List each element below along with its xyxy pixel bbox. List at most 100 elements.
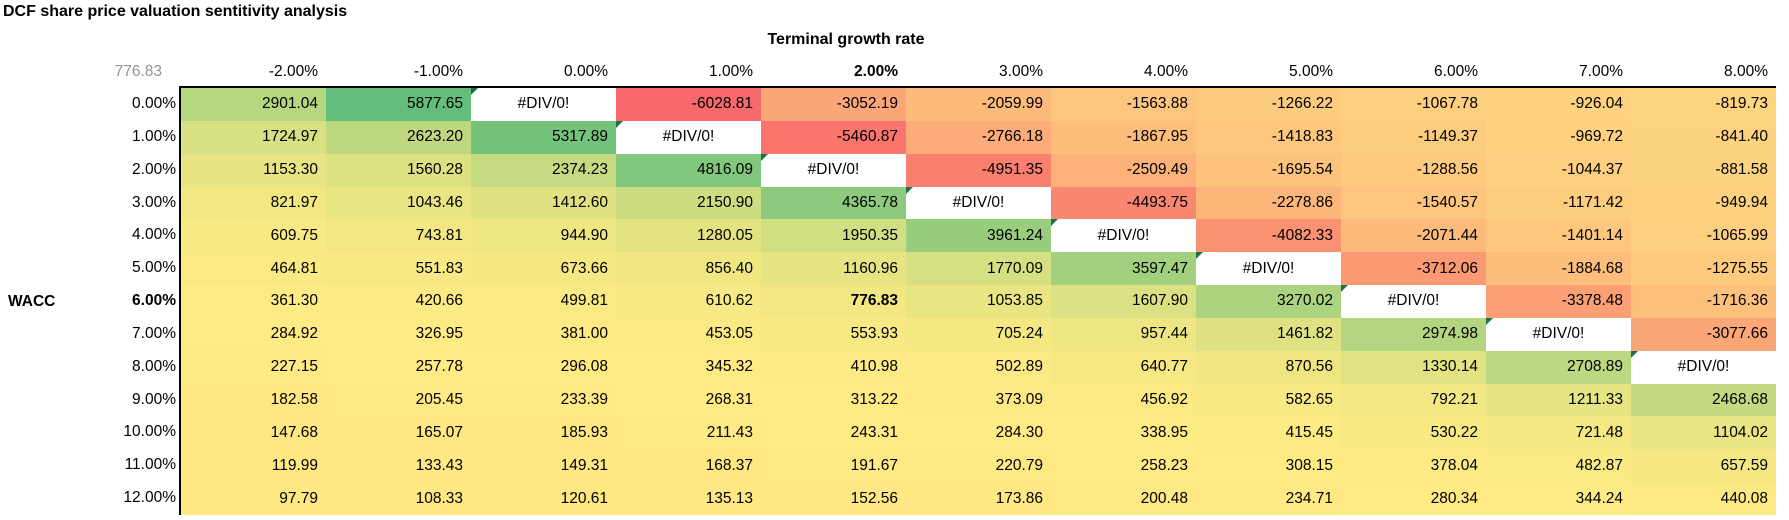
data-cell[interactable]: 415.45 [1196, 416, 1341, 450]
data-cell[interactable]: 296.08 [471, 350, 616, 384]
data-cell[interactable]: 1053.85 [906, 285, 1051, 318]
data-cell[interactable]: 1770.09 [906, 252, 1051, 286]
data-cell[interactable]: 308.15 [1196, 449, 1341, 483]
col-header-cell[interactable]: 1.00% [709, 63, 753, 80]
data-cell[interactable]: 344.24 [1486, 482, 1631, 515]
data-cell[interactable]: 1330.14 [1341, 350, 1486, 384]
row-header-cell[interactable]: 6.00% [132, 292, 176, 310]
data-cell[interactable]: 165.07 [326, 416, 471, 450]
data-cell[interactable]: 280.34 [1341, 482, 1486, 515]
data-cell[interactable]: 957.44 [1051, 317, 1196, 351]
error-cell[interactable]: #DIV/0! [1051, 219, 1196, 253]
data-cell[interactable]: 3597.47 [1051, 252, 1196, 286]
data-cell[interactable]: 97.79 [181, 482, 326, 515]
row-header-cell[interactable]: 7.00% [132, 324, 176, 342]
data-cell[interactable]: -841.40 [1631, 120, 1776, 154]
data-cell[interactable]: -4493.75 [1051, 186, 1196, 220]
data-cell[interactable]: 258.23 [1051, 449, 1196, 483]
data-cell[interactable]: 211.43 [616, 416, 761, 450]
data-cell[interactable]: 456.92 [1051, 383, 1196, 417]
data-cell[interactable]: 173.86 [906, 482, 1051, 515]
data-cell[interactable]: 870.56 [1196, 350, 1341, 384]
data-cell[interactable]: 168.37 [616, 449, 761, 483]
data-cell[interactable]: -926.04 [1486, 88, 1631, 121]
data-cell[interactable]: 284.92 [181, 317, 326, 351]
data-cell[interactable]: 551.83 [326, 252, 471, 286]
data-cell[interactable]: 120.61 [471, 482, 616, 515]
data-cell[interactable]: 776.83 [761, 285, 906, 318]
data-cell[interactable]: 721.48 [1486, 416, 1631, 450]
col-header-cell[interactable]: 2.00% [854, 63, 898, 80]
data-cell[interactable]: -1563.88 [1051, 88, 1196, 121]
col-header-cell[interactable]: 7.00% [1579, 63, 1623, 80]
col-header-cell[interactable]: 4.00% [1144, 63, 1188, 80]
data-cell[interactable]: 338.95 [1051, 416, 1196, 450]
data-cell[interactable]: 227.15 [181, 350, 326, 384]
col-header-cell[interactable]: 3.00% [999, 63, 1043, 80]
data-cell[interactable]: -949.94 [1631, 186, 1776, 220]
row-header-cell[interactable]: 9.00% [132, 390, 176, 408]
data-cell[interactable]: -4951.35 [906, 153, 1051, 187]
data-cell[interactable]: -3378.48 [1486, 285, 1631, 318]
data-cell[interactable]: 152.56 [761, 482, 906, 515]
row-header-cell[interactable]: 5.00% [132, 259, 176, 277]
data-cell[interactable]: 582.65 [1196, 383, 1341, 417]
data-cell[interactable]: 2468.68 [1631, 383, 1776, 417]
data-cell[interactable]: 119.99 [181, 449, 326, 483]
data-cell[interactable]: -1401.14 [1486, 219, 1631, 253]
data-cell[interactable]: 530.22 [1341, 416, 1486, 450]
data-cell[interactable]: -1044.37 [1486, 153, 1631, 187]
data-cell[interactable]: -969.72 [1486, 120, 1631, 154]
data-cell[interactable]: 743.81 [326, 219, 471, 253]
data-cell[interactable]: 1560.28 [326, 153, 471, 187]
data-cell[interactable]: 1607.90 [1051, 285, 1196, 318]
data-cell[interactable]: 1461.82 [1196, 317, 1341, 351]
data-cell[interactable]: 420.66 [326, 285, 471, 318]
data-cell[interactable]: 191.67 [761, 449, 906, 483]
col-header-cell[interactable]: -1.00% [413, 63, 463, 80]
data-cell[interactable]: -1867.95 [1051, 120, 1196, 154]
data-cell[interactable]: 1104.02 [1631, 416, 1776, 450]
data-cell[interactable]: -1288.56 [1341, 153, 1486, 187]
row-header-cell[interactable]: 2.00% [132, 160, 176, 178]
data-cell[interactable]: 361.30 [181, 285, 326, 318]
data-cell[interactable]: 944.90 [471, 219, 616, 253]
data-cell[interactable]: 821.97 [181, 186, 326, 220]
error-cell[interactable]: #DIV/0! [616, 120, 761, 154]
data-cell[interactable]: 2974.98 [1341, 317, 1486, 351]
error-cell[interactable]: #DIV/0! [761, 153, 906, 187]
data-cell[interactable]: -3077.66 [1631, 317, 1776, 351]
data-cell[interactable]: 3270.02 [1196, 285, 1341, 318]
corner-output-cell[interactable]: 776.83 [114, 63, 162, 80]
data-cell[interactable]: 268.31 [616, 383, 761, 417]
data-cell[interactable]: 499.81 [471, 285, 616, 318]
data-cell[interactable]: 373.09 [906, 383, 1051, 417]
data-cell[interactable]: 234.71 [1196, 482, 1341, 515]
data-cell[interactable]: 233.39 [471, 383, 616, 417]
row-header-cell[interactable]: 8.00% [132, 357, 176, 375]
data-cell[interactable]: 108.33 [326, 482, 471, 515]
data-cell[interactable]: -4082.33 [1196, 219, 1341, 253]
data-cell[interactable]: 284.30 [906, 416, 1051, 450]
data-cell[interactable]: 149.31 [471, 449, 616, 483]
data-cell[interactable]: -2071.44 [1341, 219, 1486, 253]
col-header-cell[interactable]: 6.00% [1434, 63, 1478, 80]
data-cell[interactable]: 135.13 [616, 482, 761, 515]
data-cell[interactable]: 182.58 [181, 383, 326, 417]
data-cell[interactable]: 1043.46 [326, 186, 471, 220]
data-cell[interactable]: 313.22 [761, 383, 906, 417]
data-cell[interactable]: -819.73 [1631, 88, 1776, 121]
data-cell[interactable]: -6028.81 [616, 88, 761, 121]
error-cell[interactable]: #DIV/0! [1631, 350, 1776, 384]
data-cell[interactable]: 1724.97 [181, 120, 326, 154]
data-cell[interactable]: 464.81 [181, 252, 326, 286]
data-cell[interactable]: 410.98 [761, 350, 906, 384]
data-cell[interactable]: 1950.35 [761, 219, 906, 253]
data-cell[interactable]: 3961.24 [906, 219, 1051, 253]
col-header-cell[interactable]: 0.00% [564, 63, 608, 80]
col-header-cell[interactable]: -2.00% [268, 63, 318, 80]
data-cell[interactable]: -1065.99 [1631, 219, 1776, 253]
data-cell[interactable]: 610.62 [616, 285, 761, 318]
data-cell[interactable]: 4816.09 [616, 153, 761, 187]
data-cell[interactable]: -1418.83 [1196, 120, 1341, 154]
